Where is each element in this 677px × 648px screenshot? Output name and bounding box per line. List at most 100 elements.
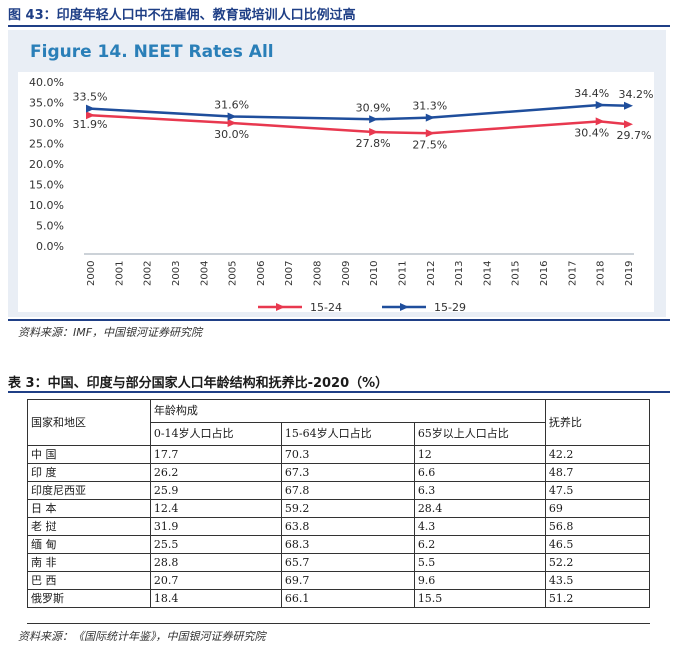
table-cell: 63.8 <box>280 517 415 536</box>
series-line-15-24 <box>89 113 629 135</box>
series-line-15-29 <box>89 103 629 121</box>
table-cell: 59.2 <box>280 499 415 518</box>
table-cell: 66.1 <box>280 589 415 608</box>
table-cell: 43.5 <box>544 571 651 590</box>
data-point-marker <box>425 113 435 122</box>
data-label: 27.5% <box>412 138 447 151</box>
y-tick-label: 0.0% <box>36 240 64 253</box>
y-tick-label: 30.0% <box>29 117 64 130</box>
table-cell: 4.3 <box>413 517 546 536</box>
table-row: 南 非 28.8 65.7 5.5 52.2 <box>27 553 651 572</box>
data-point-marker <box>369 115 379 124</box>
header-col: 15-64岁人口占比 <box>280 422 415 446</box>
x-tick-label: 2016 <box>539 261 550 286</box>
x-tick-label: 2000 <box>86 261 97 286</box>
x-tick-label: 2007 <box>284 261 295 286</box>
line-chart: 0.0% 5.0% 10.0% 15.0% 20.0% 25.0% 30.0% 35.0% 40… <box>29 76 654 314</box>
table-cell: 5.5 <box>413 553 546 572</box>
data-label: 30.0% <box>214 128 249 141</box>
data-point-marker <box>595 100 605 109</box>
data-point-marker <box>86 104 95 113</box>
table-cell: 26.2 <box>149 463 282 482</box>
population-table: 国家和地区 年龄构成 抚养比 0-14岁人口占比 15-64岁人口占比 65岁以… <box>27 399 651 608</box>
table-source: 资料来源：《国际统计年鉴》，中国银河证券研究院 <box>18 630 266 643</box>
table-cell: 69 <box>544 499 651 518</box>
divider <box>8 319 670 321</box>
data-label: 30.4% <box>574 126 609 139</box>
data-point-marker <box>86 111 95 120</box>
table-row: 缅 甸 25.5 68.3 6.2 46.5 <box>27 535 651 554</box>
data-point-marker <box>369 128 379 137</box>
chart-plot-background <box>18 72 654 312</box>
y-tick-label: 40.0% <box>29 76 64 89</box>
x-tick-label: 2017 <box>567 261 578 286</box>
table-cell: 18.4 <box>149 589 282 608</box>
x-tick-label: 2001 <box>114 261 125 286</box>
x-tick-label: 2009 <box>341 261 352 286</box>
x-tick-label: 2005 <box>228 261 239 286</box>
divider <box>8 391 670 393</box>
table-cell: 42.2 <box>544 445 651 464</box>
data-label: 34.2% <box>619 88 654 101</box>
table-cell: 70.3 <box>280 445 415 464</box>
data-label: 27.8% <box>356 137 391 150</box>
table-cell-region: 俄罗斯 <box>27 589 151 608</box>
x-tick-label: 2010 <box>369 261 380 286</box>
data-point-marker <box>595 117 605 126</box>
data-label: 33.5% <box>73 91 108 104</box>
x-tick-label: 2003 <box>171 261 182 286</box>
y-tick-label: 25.0% <box>29 138 64 151</box>
table-cell: 9.6 <box>413 571 546 590</box>
table-cell: 12.4 <box>149 499 282 518</box>
table-cell: 69.7 <box>280 571 415 590</box>
data-label: 31.3% <box>412 100 447 113</box>
x-tick-label: 2018 <box>596 261 607 286</box>
x-tick-label: 2013 <box>454 261 465 286</box>
y-tick-label: 10.0% <box>29 199 64 212</box>
data-point-marker <box>227 112 237 121</box>
table-bottom-rule <box>27 623 650 624</box>
legend-label: 15-24 <box>310 301 342 314</box>
table-cell: 25.9 <box>149 481 282 500</box>
x-tick-label: 2006 <box>256 261 267 286</box>
header-col: 65岁以上人口占比 <box>413 422 546 446</box>
table-cell: 25.5 <box>149 535 282 554</box>
header-dependency-ratio: 抚养比 <box>544 399 651 446</box>
data-label: 29.7% <box>617 129 652 142</box>
chart-title: Figure 14. NEET Rates All <box>30 42 274 62</box>
table-cell: 31.9 <box>149 517 282 536</box>
figure-source: 资料来源：IMF，中国银河证券研究院 <box>18 326 203 339</box>
legend-marker <box>400 303 409 311</box>
table-cell: 68.3 <box>280 535 415 554</box>
data-point-marker <box>227 119 237 127</box>
table-cell: 28.4 <box>413 499 546 518</box>
x-tick-label: 2004 <box>199 261 210 286</box>
data-label: 30.9% <box>356 101 391 114</box>
data-point-marker <box>425 129 435 138</box>
table-cell: 48.7 <box>544 463 651 482</box>
legend-marker <box>276 303 285 311</box>
data-label: 31.9% <box>73 118 108 131</box>
table-cell: 28.8 <box>149 553 282 572</box>
table-cell: 15.5 <box>413 589 546 608</box>
table-row: 中 国 17.7 70.3 12 42.2 <box>27 445 651 464</box>
table-cell: 51.2 <box>544 589 651 608</box>
header-age-group: 年龄构成 <box>149 399 546 423</box>
table-cell-region: 印 度 <box>27 463 151 482</box>
table-cell: 67.8 <box>280 481 415 500</box>
table-row: 印 度 26.2 67.3 6.6 48.7 <box>27 463 651 482</box>
header-col: 0-14岁人口占比 <box>149 422 282 446</box>
x-tick-label: 2019 <box>624 261 635 286</box>
table-cell: 6.2 <box>413 535 546 554</box>
y-tick-label: 20.0% <box>29 158 64 171</box>
x-tick-label: 2012 <box>426 261 437 286</box>
table-cell: 6.6 <box>413 463 546 482</box>
y-tick-label: 15.0% <box>29 179 64 192</box>
legend-label: 15-29 <box>434 301 466 314</box>
table-row: 老 挝 31.9 63.8 4.3 56.8 <box>27 517 651 536</box>
x-tick-label: 2002 <box>143 261 154 286</box>
table-row: 巴 西 20.7 69.7 9.6 43.5 <box>27 571 651 590</box>
table-row: 日 本 12.4 59.2 28.4 69 <box>27 499 651 518</box>
table-cell-region: 老 挝 <box>27 517 151 536</box>
y-tick-label: 35.0% <box>29 97 64 110</box>
